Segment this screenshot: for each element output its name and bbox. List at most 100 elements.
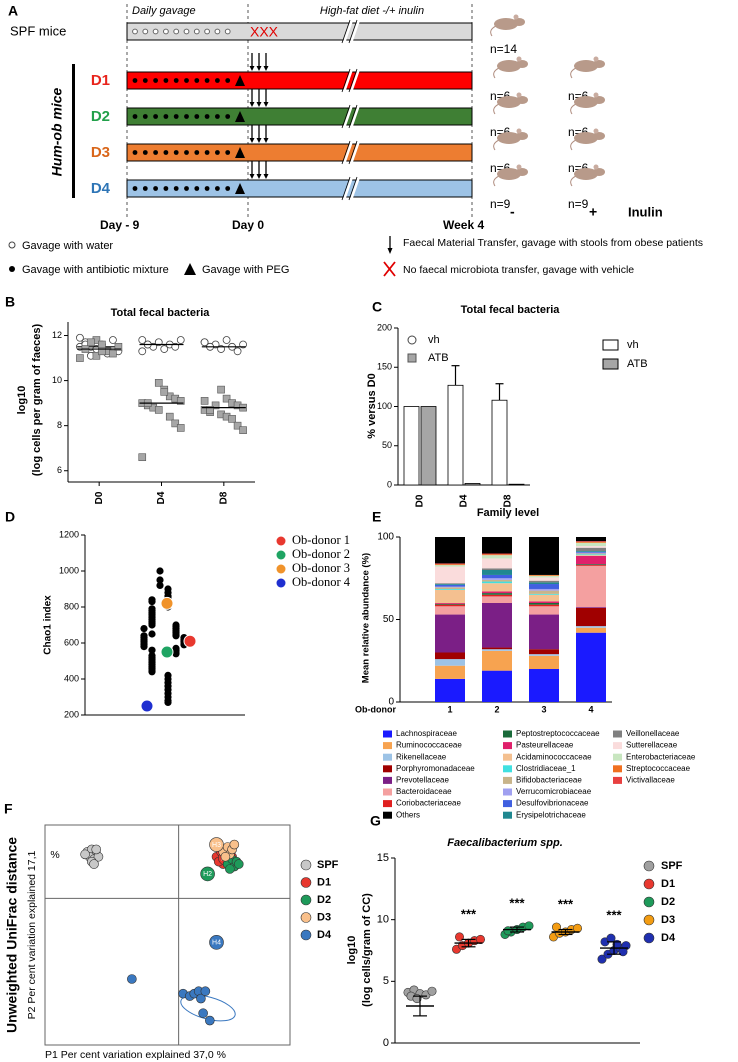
bar-segment (529, 584, 559, 589)
bar-segment (529, 654, 559, 656)
bar-segment (576, 607, 606, 608)
antibiotic-gavage (215, 114, 220, 119)
data-point (233, 421, 242, 430)
panel-label: F (4, 801, 13, 817)
legend-text: Bacteroidaceae (396, 787, 452, 796)
mouse-ear (593, 128, 599, 134)
bar-segment (482, 554, 512, 556)
y-tick-label: 600 (64, 637, 79, 647)
y-tick-label: 0 (388, 697, 394, 708)
bar-segment (576, 555, 606, 556)
legend-text: D1 (317, 876, 331, 888)
legend-marker (643, 878, 655, 890)
data-point (165, 412, 174, 421)
mouse-tail (493, 139, 500, 151)
x-tick-label: 4 (588, 704, 593, 714)
legend-marker (383, 788, 392, 796)
mouse-ear (513, 14, 519, 20)
bar-segment (576, 564, 606, 566)
bar-segment (576, 546, 606, 548)
data-point (239, 426, 247, 434)
legend-text: Porphyromonadaceae (396, 764, 475, 773)
data-point (138, 347, 147, 356)
bar-segment (576, 542, 606, 547)
legend-text: D1 (661, 878, 675, 890)
legend-arrowhead (387, 248, 393, 254)
data-point (109, 336, 117, 344)
data-point (200, 338, 209, 347)
antibiotic-gavage (173, 150, 179, 155)
bar-segment (529, 580, 559, 583)
legend-text: Gavage with antibiotic mixture (22, 264, 169, 276)
data-point (148, 630, 156, 638)
legend-marker (383, 811, 392, 819)
legend-marker (383, 753, 392, 761)
fmt-arrowhead (263, 138, 269, 143)
panel-label: G (370, 813, 381, 829)
bar-segment (576, 537, 606, 542)
axis-break-edge (348, 176, 358, 201)
legend-marker (300, 894, 312, 906)
data-point (148, 621, 156, 629)
bar-segment (435, 652, 465, 660)
donor-label: D4 (91, 180, 111, 197)
legend-text: Lachnospiraceae (396, 729, 457, 738)
data-point (154, 379, 163, 387)
bar-segment (435, 566, 465, 584)
legend-text: SPF (661, 860, 683, 872)
x-tick-label: D8 (218, 491, 229, 504)
legend-text: D2 (661, 896, 675, 908)
mouse-ear (516, 56, 522, 62)
antibiotic-gavage (173, 186, 179, 191)
axis-break-edge (348, 104, 358, 129)
bar-segment (482, 594, 512, 597)
legend-text: Others (396, 810, 420, 819)
y-tick-label: 5 (383, 975, 389, 987)
antibiotic-gavage (132, 186, 138, 191)
x-axis-label: Ob-donor (355, 704, 396, 714)
mouse-head (516, 132, 528, 140)
timeline-bar (126, 107, 473, 126)
legend-text: Faecal Material Transfer, gavage with st… (403, 237, 703, 249)
x-axis-label: P1 Per cent variation explained 37,0 % (45, 1049, 226, 1061)
legend-marker (503, 776, 512, 784)
data-point (127, 974, 137, 984)
antibiotic-gavage (184, 78, 189, 83)
panel-label: A (8, 3, 18, 19)
bar-segment (576, 541, 606, 542)
mouse-body (497, 168, 521, 180)
antibiotic-gavage (153, 186, 159, 191)
legend-text: Acidaminococcaceae (516, 752, 592, 761)
mouse-body (497, 132, 521, 144)
legend-text: D4 (317, 929, 332, 941)
donor-point (160, 596, 174, 610)
data-point (160, 345, 169, 353)
y-tick-label: 50 (383, 614, 395, 625)
no-transfer-mark: XXX (250, 24, 279, 40)
legend-text: Rikenellaceae (396, 752, 447, 761)
data-point (176, 336, 185, 344)
data-point (229, 839, 240, 850)
mouse-ear (516, 92, 522, 98)
water-gavage (204, 28, 211, 35)
data-point (164, 698, 172, 707)
y-tick-label: 200 (64, 709, 79, 719)
mouse-head (516, 168, 528, 176)
legend-text: D2 (317, 894, 331, 906)
y-axis-label: % (50, 849, 59, 861)
mouse-body (494, 18, 518, 30)
bar-segment (576, 547, 606, 552)
mouse-tail (570, 103, 577, 115)
n-label: n=14 (490, 42, 517, 56)
x-tick-label: D4 (459, 494, 470, 507)
antibiotic-gavage (142, 150, 148, 155)
mouse-body (574, 168, 598, 180)
bar-segment (482, 578, 512, 580)
legend-marker (602, 358, 619, 370)
legend-antibiotic (9, 266, 15, 272)
data-point (87, 338, 95, 347)
legend-marker (643, 860, 655, 872)
donor-point (160, 645, 174, 659)
bar-segment (529, 590, 559, 594)
y-tick-label: 800 (64, 601, 79, 611)
